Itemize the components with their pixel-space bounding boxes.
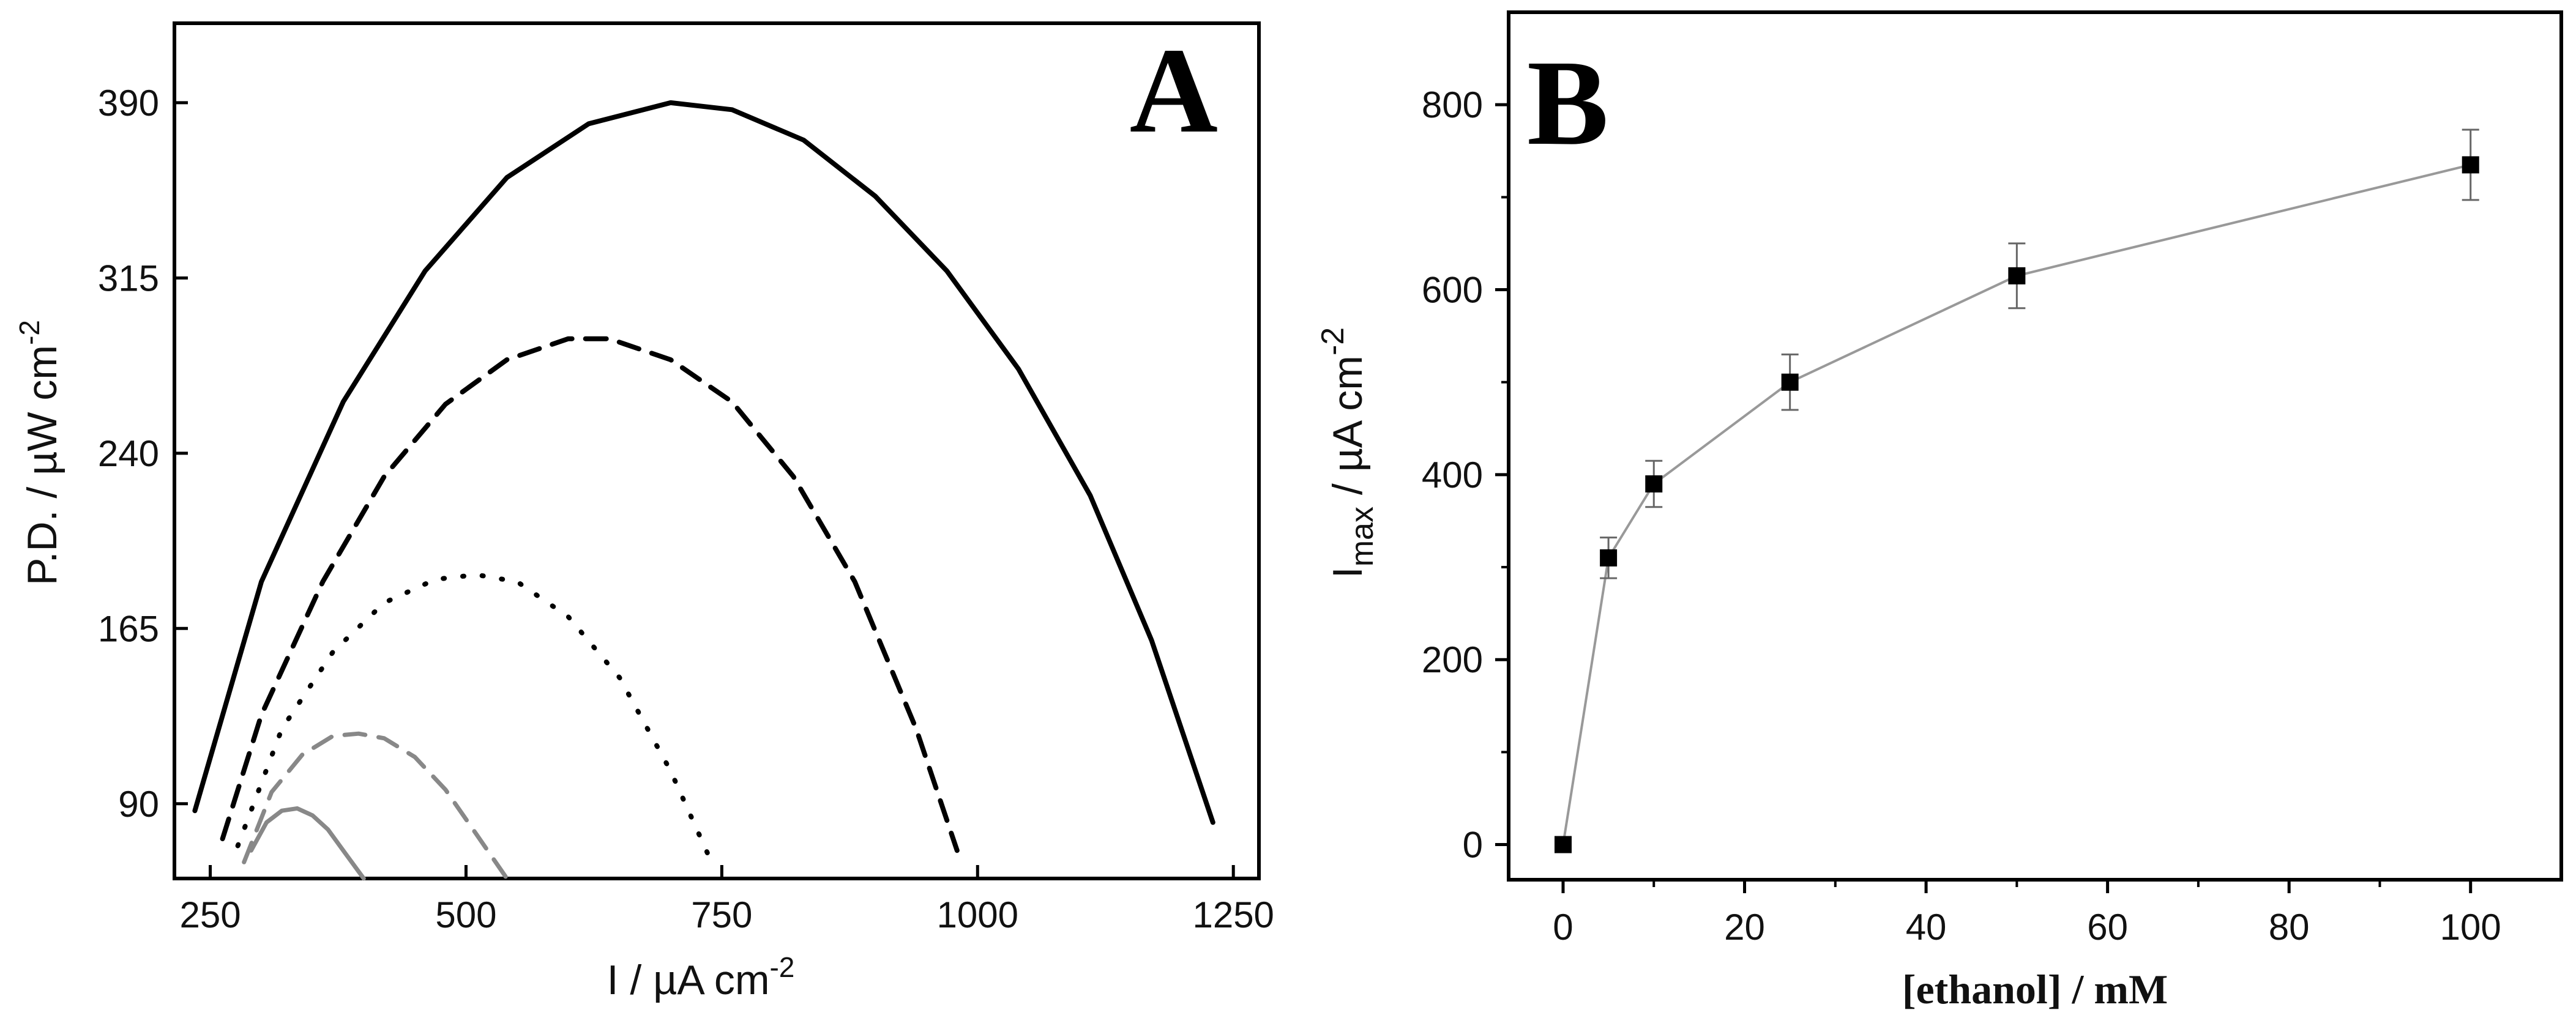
panel-b-x-tick-label: 20 <box>1724 907 1765 948</box>
panel-a-series-line-1 <box>192 100 1215 825</box>
panel-a-series-line-2 <box>220 336 960 853</box>
panel-a-y-tick-label: 240 <box>98 433 159 474</box>
panel-a: 250 500 750 1000 1250 90 165 240 315 390 A I / µ… <box>13 21 1274 1003</box>
panel-b-data-point <box>1554 836 1572 853</box>
panel-a-y-tick-label: 315 <box>98 258 159 299</box>
panel-a-y-ticks: 90 165 240 315 390 <box>98 83 188 825</box>
panel-b-data-point <box>2008 267 2026 284</box>
panel-b-data-point <box>1645 475 1663 492</box>
panel-a-curves <box>192 100 1215 881</box>
panel-a-letter: A <box>1130 23 1218 158</box>
panel-b-series-line <box>1562 163 2471 845</box>
panel-a-y-axis-label-exponent: -2 <box>13 320 45 345</box>
panel-b-x-ticks: 0 20 40 60 80 100 <box>1553 880 2501 948</box>
panel-a-y-axis-label: P.D. / µW cm-2 <box>13 320 65 585</box>
panel-b-y-tick-label: 200 <box>1422 639 1483 680</box>
panel-b-x-axis-label: [ethanol] / mM <box>1902 966 2168 1012</box>
panel-b-letter: B <box>1527 35 1608 171</box>
panel-a-y-tick-label: 165 <box>98 608 159 649</box>
panel-a-x-tick-label: 500 <box>435 894 496 935</box>
panel-b-y-tick-label: 400 <box>1422 455 1483 496</box>
panel-b-x-tick-label: 40 <box>1906 907 1947 948</box>
panel-b-data-point <box>2462 156 2479 174</box>
panel-b-data-point <box>1781 373 1799 391</box>
panel-b-y-tick-label: 0 <box>1463 825 1483 866</box>
panel-a-x-tick-label: 750 <box>691 894 752 935</box>
panel-b-x-tick-label: 100 <box>2440 907 2501 948</box>
panel-b-y-axis-label-subscript: max <box>1345 507 1380 567</box>
panel-b-y-ticks: 0 200 400 600 800 <box>1422 84 1509 866</box>
panel-a-frame <box>173 21 1261 880</box>
panel-b-y-axis-label: Imax / µA cm-2 <box>1315 327 1380 578</box>
panel-a-y-tick-label: 90 <box>118 784 159 825</box>
panel-b-x-tick-label: 60 <box>2087 907 2128 948</box>
panel-a-x-ticks: 250 500 750 1000 1250 <box>179 865 1274 935</box>
panel-b-y-tick-label: 800 <box>1422 84 1483 125</box>
panel-b-y-axis-label-exponent: -2 <box>1315 327 1351 355</box>
panel-a-series-line-3 <box>235 572 714 865</box>
panel-a-y-tick-label: 390 <box>98 83 159 124</box>
panel-a-x-axis-label-exponent: -2 <box>769 951 794 983</box>
panel-b-frame <box>1507 10 2563 882</box>
panel-b-data-point <box>1600 549 1618 567</box>
panel-a-x-tick-label: 1000 <box>937 894 1018 935</box>
panel-b-x-tick-label: 80 <box>2269 907 2310 948</box>
panel-a-x-tick-label: 1250 <box>1192 894 1274 935</box>
panel-b-y-tick-label: 600 <box>1422 270 1483 311</box>
panel-b: 0 20 40 60 80 100 0 200 400 600 800 B [ethanol] /… <box>1315 10 2563 1012</box>
panel-b-y-axis-label-units: / µA cm <box>1324 355 1371 507</box>
panel-a-series-line-4 <box>242 731 509 881</box>
panel-a-series-line-5 <box>248 806 366 881</box>
panel-b-x-tick-label: 0 <box>1553 907 1573 948</box>
panel-a-x-axis-label: I / µA cm-2 <box>607 951 795 1003</box>
panel-a-x-tick-label: 250 <box>179 894 241 935</box>
panel-b-series <box>1554 128 2479 853</box>
